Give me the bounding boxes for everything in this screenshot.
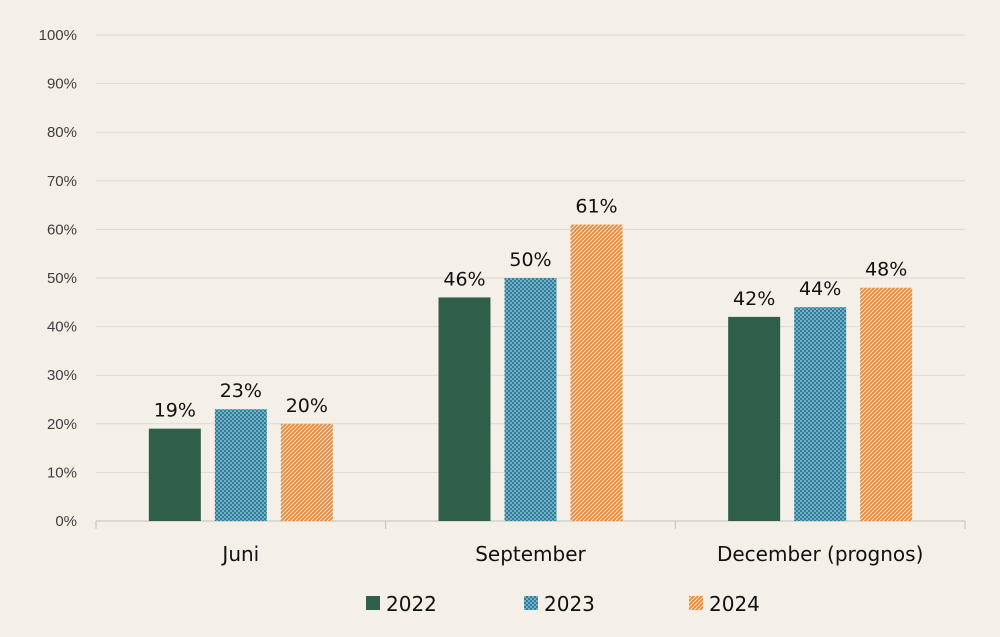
category-label: December (prognos) [717, 542, 923, 566]
y-tick-label: 90% [47, 76, 77, 93]
data-label: 23% [220, 380, 262, 402]
data-label: 42% [733, 288, 775, 310]
y-tick-label: 30% [47, 367, 77, 384]
legend-label: 2022 [386, 592, 437, 616]
bar-2022-2 [728, 316, 781, 521]
data-label: 50% [509, 249, 551, 271]
bar-2023-1 [504, 278, 557, 521]
y-tick-label: 50% [47, 270, 77, 287]
bar-2024-0 [280, 423, 333, 521]
data-label: 20% [286, 395, 328, 417]
bars [148, 224, 913, 522]
category-label: September [475, 542, 586, 566]
y-tick-label: 80% [47, 124, 77, 141]
x-axis: Juni September December (prognos) [95, 520, 966, 566]
data-label: 19% [154, 400, 196, 422]
data-label: 48% [865, 259, 907, 281]
bar-2024-2 [860, 287, 913, 521]
y-tick-label: 0% [55, 513, 77, 530]
legend-label: 2023 [544, 592, 595, 616]
bar-2023-2 [794, 307, 847, 521]
bar-2022-1 [438, 297, 491, 521]
data-label: 46% [443, 268, 485, 290]
bar-2022-0 [148, 428, 201, 521]
y-tick-label: 70% [47, 173, 77, 190]
y-tick-label: 100% [39, 27, 77, 44]
category-label: Juni [220, 542, 259, 566]
data-labels: 19% 23% 20% 46% 50% 61% 42% 44% 48% [154, 196, 908, 422]
legend-swatch-2023 [524, 596, 538, 610]
data-label: 44% [799, 278, 841, 300]
y-tick-label: 60% [47, 221, 77, 238]
y-tick-label: 40% [47, 319, 77, 336]
legend-label: 2024 [709, 592, 760, 616]
legend-swatch-2022 [366, 596, 380, 610]
bar-2023-0 [214, 409, 267, 521]
y-axis: 0% 10% 20% 30% 40% 50% 60% 70% 80% 90% 100% [39, 27, 77, 530]
legend: 2022 2023 2024 [366, 592, 760, 616]
legend-swatch-2024 [689, 596, 703, 610]
y-tick-label: 20% [47, 416, 77, 433]
data-label: 61% [575, 196, 617, 218]
bar-2024-1 [570, 224, 623, 522]
y-tick-label: 10% [47, 464, 77, 481]
